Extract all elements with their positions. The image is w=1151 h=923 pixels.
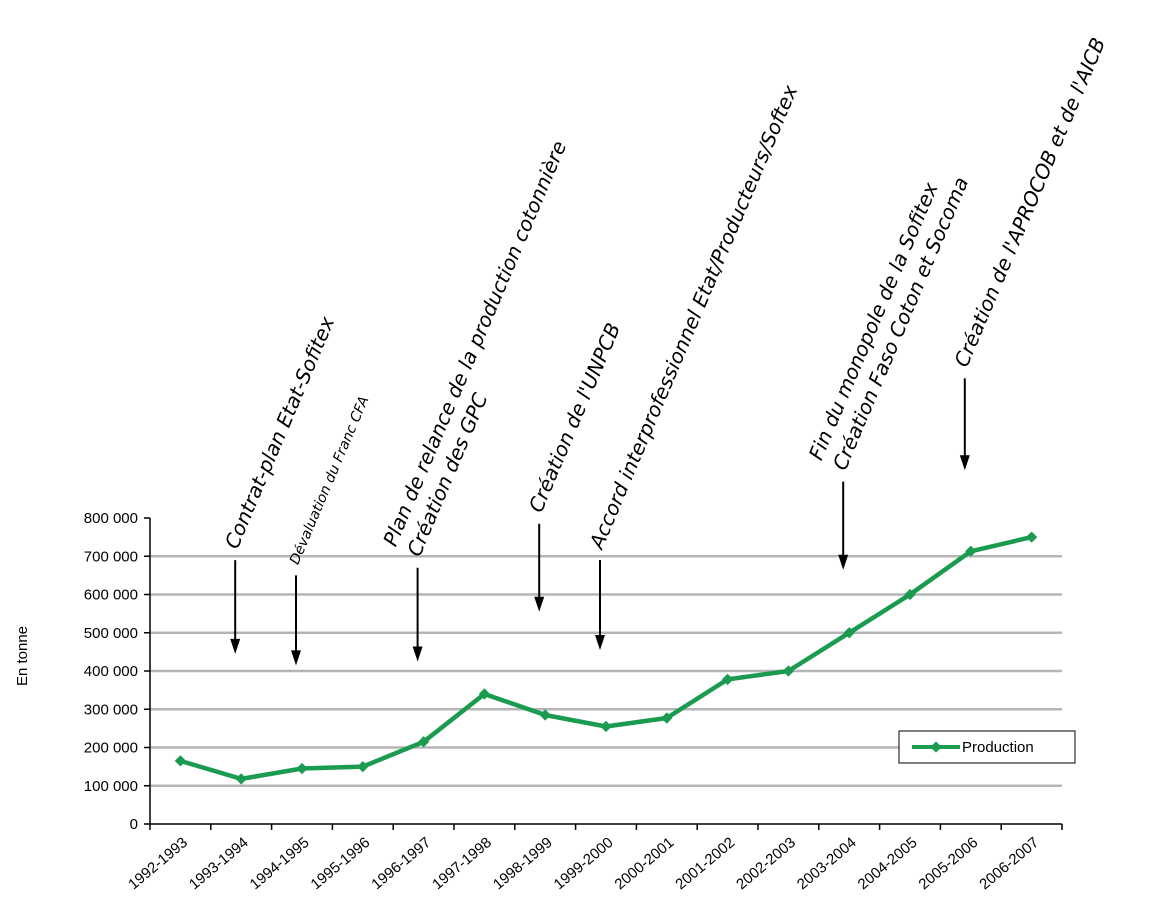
y-tick-label: 100 000 xyxy=(84,778,138,795)
x-tick-label: 2005-2006 xyxy=(915,834,981,893)
data-point xyxy=(1025,531,1038,543)
x-tick-label: 2006-2007 xyxy=(976,834,1042,893)
data-point xyxy=(235,773,247,785)
y-axis-label: En tonne xyxy=(14,626,31,686)
annotation-text: Dévaluation du Franc CFA xyxy=(287,394,372,567)
x-tick-label: 1993-1994 xyxy=(186,834,252,893)
legend-entry-production: Production xyxy=(962,739,1034,756)
annotation-text: Accord interprofessionnel Etat/Producteu… xyxy=(584,81,803,553)
y-tick-label: 700 000 xyxy=(84,548,138,565)
annotation-arrow-head xyxy=(534,596,545,612)
data-point xyxy=(843,627,855,639)
legend-box xyxy=(898,730,1076,764)
y-axis: 0 100 000 200 000 300 000 400 000 500 000 600 … xyxy=(84,510,151,833)
data-point xyxy=(357,760,369,773)
gridlines xyxy=(150,555,1062,787)
data-point xyxy=(965,545,977,557)
y-tick-label: 400 000 xyxy=(84,663,138,680)
x-tick-label: 1998-1999 xyxy=(490,834,556,893)
y-tick-label: 300 000 xyxy=(84,701,138,718)
annotation-text: Création de l'APROCOB et de l'AICB xyxy=(949,34,1110,370)
y-tick-label: 500 000 xyxy=(84,625,138,642)
y-tick-label: 800 000 xyxy=(84,510,138,527)
x-axis: 1992-19931993-19941994-19951995-19961996… xyxy=(125,823,1063,893)
data-point xyxy=(478,688,491,700)
annotation-text: Fin du monopole de la Sofitex xyxy=(804,179,943,464)
annotation-6: Création de l'APROCOB et de l'AICB xyxy=(949,34,1110,471)
annotation-4: Accord interprofessionnel Etat/Producteu… xyxy=(584,81,803,651)
x-tick-label: 1995-1996 xyxy=(307,834,373,893)
annotation-3: Création de l'UNPCB xyxy=(524,319,625,612)
annotation-arrow-head xyxy=(595,635,605,651)
x-tick-label: 1997-1998 xyxy=(429,834,495,893)
data-point xyxy=(174,755,187,767)
series-production xyxy=(174,531,1038,785)
y-tick-label: 600 000 xyxy=(84,587,138,604)
x-tick-label: 1996-1997 xyxy=(368,834,434,893)
data-point xyxy=(600,720,612,733)
x-tick-label: 2001-2002 xyxy=(672,834,738,893)
x-tick-label: 2002-2003 xyxy=(733,834,799,893)
data-point xyxy=(417,736,430,748)
annotation-1: Dévaluation du Franc CFA xyxy=(287,394,372,666)
data-point xyxy=(904,588,916,601)
x-tick-label: 2000-2001 xyxy=(611,834,677,893)
x-tick-label: 1994-1995 xyxy=(247,834,313,893)
data-point xyxy=(782,665,795,677)
annotation-arrow-head xyxy=(230,638,241,654)
data-point xyxy=(661,712,673,724)
annotation-arrow-head xyxy=(838,554,849,570)
x-tick-label: 1999-2000 xyxy=(551,834,617,893)
data-point xyxy=(296,762,308,775)
legend: Production xyxy=(898,730,1076,764)
data-point xyxy=(721,673,734,686)
x-tick-label: 1992-1993 xyxy=(125,834,191,893)
annotation-arrow-head xyxy=(412,646,423,662)
x-tick-label: 2004-2005 xyxy=(855,834,921,893)
y-tick-label: 0 xyxy=(130,816,138,833)
annotation-arrow-head xyxy=(291,650,301,666)
data-point xyxy=(539,709,551,721)
annotation-2: Plan de relance de la production cotonni… xyxy=(378,137,571,662)
legend-marker xyxy=(930,741,942,753)
annotation-arrow-head xyxy=(959,455,970,471)
x-tick-label: 2003-2004 xyxy=(794,834,860,893)
y-tick-label: 200 000 xyxy=(84,740,138,757)
annotation-text: Création Faso Coton et Socoma xyxy=(828,173,974,473)
